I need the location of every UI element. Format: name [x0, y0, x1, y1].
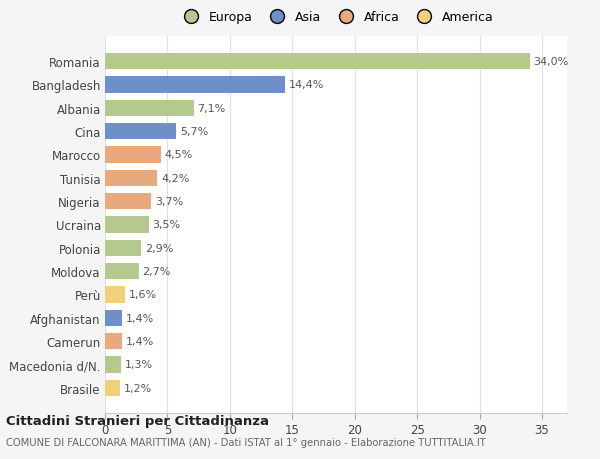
Text: 1,6%: 1,6%: [129, 290, 157, 300]
Bar: [105, 310, 122, 326]
Bar: [105, 286, 125, 303]
Text: 1,2%: 1,2%: [124, 383, 152, 393]
Legend: Europa, Asia, Africa, America: Europa, Asia, Africa, America: [176, 9, 496, 27]
Bar: [105, 170, 157, 186]
Text: 3,7%: 3,7%: [155, 196, 183, 207]
Bar: [105, 380, 120, 396]
Text: 1,3%: 1,3%: [125, 359, 153, 369]
Bar: [105, 240, 141, 256]
Text: 34,0%: 34,0%: [533, 57, 569, 67]
Text: 14,4%: 14,4%: [289, 80, 324, 90]
Bar: [105, 101, 194, 117]
Text: 1,4%: 1,4%: [126, 313, 154, 323]
Text: 1,4%: 1,4%: [126, 336, 154, 346]
Bar: [105, 217, 149, 233]
Text: 4,5%: 4,5%: [165, 150, 193, 160]
Bar: [105, 147, 161, 163]
Bar: [105, 54, 530, 70]
Text: 7,1%: 7,1%: [197, 104, 226, 113]
Bar: [105, 263, 139, 280]
Text: 5,7%: 5,7%: [180, 127, 208, 137]
Text: 2,7%: 2,7%: [142, 267, 171, 276]
Text: COMUNE DI FALCONARA MARITTIMA (AN) - Dati ISTAT al 1° gennaio - Elaborazione TUT: COMUNE DI FALCONARA MARITTIMA (AN) - Dat…: [6, 437, 486, 447]
Bar: [105, 123, 176, 140]
Bar: [105, 357, 121, 373]
Text: 2,9%: 2,9%: [145, 243, 173, 253]
Text: 3,5%: 3,5%: [152, 220, 181, 230]
Bar: [105, 77, 285, 93]
Bar: [105, 333, 122, 349]
Text: Cittadini Stranieri per Cittadinanza: Cittadini Stranieri per Cittadinanza: [6, 414, 269, 428]
Bar: [105, 194, 151, 210]
Text: 4,2%: 4,2%: [161, 174, 190, 183]
